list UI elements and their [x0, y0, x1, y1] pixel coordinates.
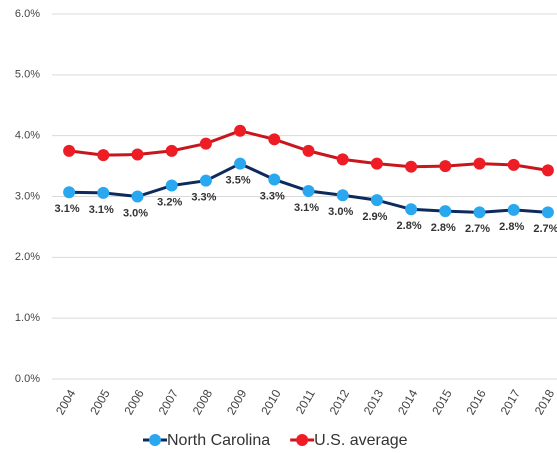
data-point — [234, 124, 247, 137]
x-tick-label: 2006 — [121, 387, 147, 417]
data-point — [473, 157, 486, 170]
legend-marker — [296, 434, 309, 446]
data-point — [199, 137, 212, 150]
data-point — [63, 186, 76, 199]
data-point — [131, 190, 144, 203]
legend-item: North Carolina — [143, 432, 270, 449]
data-label: 3.0% — [328, 206, 353, 218]
data-label: 3.1% — [294, 202, 319, 214]
data-point — [199, 174, 212, 187]
y-tick-label: 3.0% — [15, 190, 40, 202]
x-tick-label: 2008 — [190, 387, 216, 417]
data-label: 2.8% — [499, 221, 524, 233]
y-tick-label: 5.0% — [15, 69, 40, 81]
data-label: 3.5% — [226, 175, 251, 187]
y-tick-label: 6.0% — [15, 8, 40, 20]
data-point — [302, 144, 315, 157]
data-point — [97, 186, 110, 199]
data-point — [370, 194, 383, 207]
x-tick-label: 2013 — [361, 387, 387, 417]
x-tick-label: 2016 — [463, 387, 489, 417]
legend-label: U.S. average — [314, 432, 407, 449]
data-label: 2.9% — [362, 211, 387, 223]
data-point — [336, 153, 349, 166]
data-point — [439, 160, 452, 173]
data-point — [541, 206, 554, 219]
data-point — [439, 205, 452, 218]
y-tick-label: 2.0% — [15, 251, 40, 263]
data-point — [507, 203, 520, 216]
data-point — [405, 160, 418, 173]
data-point — [63, 144, 76, 157]
data-point — [131, 148, 144, 161]
x-tick-label: 2014 — [395, 387, 421, 417]
legend-label: North Carolina — [167, 432, 270, 449]
data-label: 2.8% — [397, 220, 422, 232]
data-point — [268, 173, 281, 186]
x-tick-label: 2004 — [53, 387, 79, 417]
data-point — [165, 179, 178, 192]
data-point — [302, 185, 315, 198]
data-point — [268, 133, 281, 146]
x-tick-label: 2012 — [327, 387, 353, 417]
data-label: 3.1% — [89, 204, 114, 216]
data-point — [370, 157, 383, 170]
data-point — [473, 206, 486, 219]
legend-marker — [149, 434, 161, 446]
data-point — [234, 157, 247, 170]
x-tick-label: 2005 — [87, 387, 113, 417]
x-tick-label: 2007 — [156, 387, 182, 417]
x-tick-label: 2018 — [532, 387, 557, 417]
data-label: 3.3% — [260, 190, 285, 202]
data-label: 2.7% — [465, 223, 490, 235]
x-tick-label: 2017 — [498, 387, 524, 417]
data-point — [405, 203, 418, 216]
data-point — [97, 149, 110, 162]
data-label: 2.8% — [431, 222, 456, 234]
data-label: 3.3% — [191, 192, 216, 204]
x-tick-label: 2015 — [429, 387, 455, 417]
legend-item: U.S. average — [290, 432, 408, 449]
y-tick-label: 0.0% — [15, 373, 40, 385]
y-tick-label: 1.0% — [15, 312, 40, 324]
y-tick-label: 4.0% — [15, 130, 40, 142]
data-label: 3.2% — [157, 196, 182, 208]
data-label: 2.7% — [533, 223, 557, 235]
data-point — [165, 144, 178, 157]
x-tick-label: 2009 — [224, 387, 250, 417]
data-point — [336, 189, 349, 202]
x-tick-label: 2011 — [293, 387, 318, 417]
x-tick-label: 2010 — [258, 387, 284, 417]
data-point — [541, 164, 554, 177]
data-point — [507, 158, 520, 171]
data-label: 3.0% — [123, 207, 148, 219]
data-label: 3.1% — [55, 203, 80, 215]
